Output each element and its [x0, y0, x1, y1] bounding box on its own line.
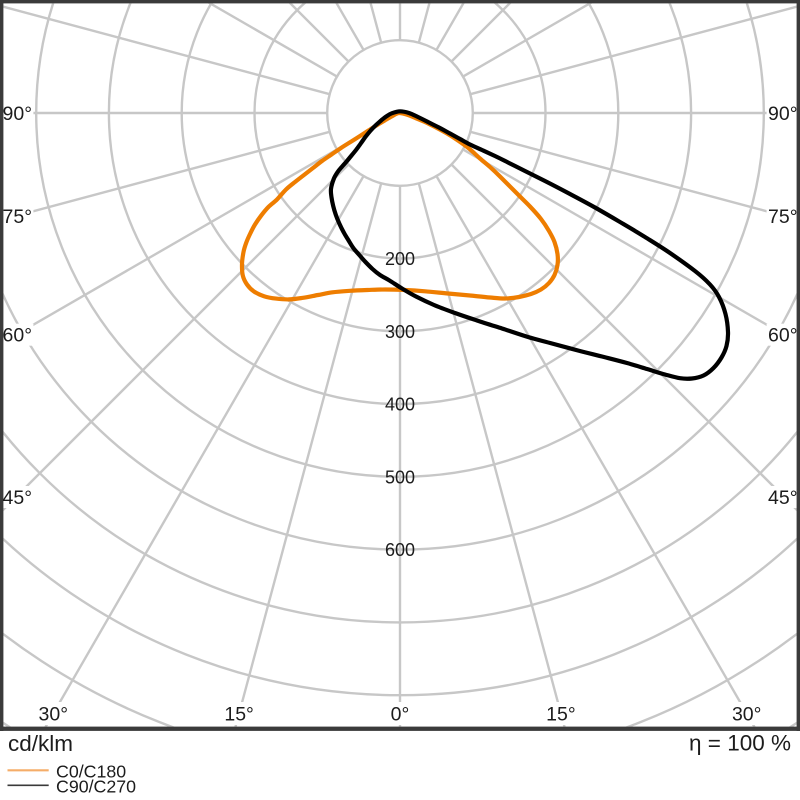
svg-text:0°: 0° — [391, 704, 410, 726]
svg-text:C90/C270: C90/C270 — [56, 777, 136, 797]
svg-text:400: 400 — [385, 395, 415, 415]
svg-text:η = 100 %: η = 100 % — [689, 731, 791, 756]
svg-text:90°: 90° — [768, 103, 798, 125]
svg-text:30°: 30° — [39, 704, 69, 726]
svg-text:cd/klm: cd/klm — [8, 731, 73, 756]
svg-text:200: 200 — [385, 249, 415, 269]
svg-text:45°: 45° — [768, 487, 798, 509]
svg-text:45°: 45° — [3, 487, 33, 509]
svg-text:300: 300 — [385, 322, 415, 342]
svg-text:500: 500 — [385, 467, 415, 487]
svg-text:75°: 75° — [768, 206, 798, 228]
svg-text:60°: 60° — [768, 325, 798, 347]
svg-text:90°: 90° — [3, 103, 33, 125]
svg-text:30°: 30° — [732, 704, 762, 726]
svg-text:60°: 60° — [3, 325, 33, 347]
svg-text:15°: 15° — [546, 704, 576, 726]
svg-text:600: 600 — [385, 540, 415, 560]
svg-text:15°: 15° — [224, 704, 254, 726]
svg-text:75°: 75° — [3, 206, 33, 228]
svg-text:C0/C180: C0/C180 — [56, 762, 126, 782]
